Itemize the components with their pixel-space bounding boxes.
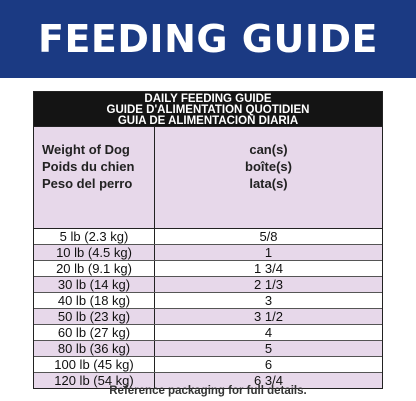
table-body: 5 lb (2.3 kg) 5/8 10 lb (4.5 kg) 1 20 lb (…	[34, 228, 382, 388]
table-title: DAILY FEEDING GUIDE GUIDE D'ALIMENTATION…	[34, 92, 382, 127]
cans-header-fr: boîte(s)	[245, 159, 292, 174]
column-headers: Weight of Dog Poids du chien Peso del pe…	[34, 126, 382, 228]
weight-cell: 60 lb (27 kg)	[34, 325, 155, 340]
table-row: 30 lb (14 kg) 2 1/3	[34, 276, 382, 292]
cans-cell: 1	[264, 245, 273, 260]
table-row: 60 lb (27 kg) 4	[34, 324, 382, 340]
weight-cell: 80 lb (36 kg)	[34, 341, 155, 356]
weight-cell: 10 lb (4.5 kg)	[34, 245, 155, 260]
cans-cell: 6	[264, 357, 273, 372]
weight-cell: 100 lb (45 kg)	[34, 357, 155, 372]
cans-header-es: lata(s)	[249, 176, 288, 191]
cans-cell: 1 3/4	[254, 261, 283, 276]
cans-cell: 2 1/3	[254, 277, 283, 292]
page-title: FEEDING GUIDE	[38, 17, 378, 61]
table-row: 100 lb (45 kg) 6	[34, 356, 382, 372]
table-row: 20 lb (9.1 kg) 1 3/4	[34, 260, 382, 276]
weight-header-fr: Poids du chien	[42, 159, 135, 174]
cans-header-en: can(s)	[249, 142, 288, 157]
weight-cell: 30 lb (14 kg)	[34, 277, 155, 292]
table-title-fr: GUIDE D'ALIMENTATION QUOTIDIEN	[106, 104, 310, 116]
weight-cell: 20 lb (9.1 kg)	[34, 261, 155, 276]
weight-header-es: Peso del perro	[42, 176, 133, 191]
feeding-table: DAILY FEEDING GUIDE GUIDE D'ALIMENTATION…	[33, 91, 383, 389]
cans-cell: 6 3/4	[254, 373, 283, 388]
cans-cell: 5/8	[259, 229, 278, 244]
cans-cell: 3	[264, 293, 273, 308]
footer-note: Reference packaging for full details.	[109, 385, 307, 397]
table-row: 120 lb (54 kg) 6 3/4	[34, 372, 382, 388]
table-row: 80 lb (36 kg) 5	[34, 340, 382, 356]
weight-cell: 40 lb (18 kg)	[34, 293, 155, 308]
weight-header-en: Weight of Dog	[42, 142, 130, 157]
cans-cell: 5	[264, 341, 273, 356]
weight-cell: 120 lb (54 kg)	[34, 373, 155, 388]
table-title-es: GUIA DE ALIMENTACION DIARIA	[117, 115, 299, 127]
table-title-en: DAILY FEEDING GUIDE	[144, 93, 272, 105]
cans-cell: 3 1/2	[254, 309, 283, 324]
table-row: 5 lb (2.3 kg) 5/8	[34, 229, 382, 244]
cans-cell: 4	[264, 325, 273, 340]
banner: FEEDING GUIDE	[0, 0, 416, 78]
weight-cell: 5 lb (2.3 kg)	[34, 229, 155, 244]
table-row: 10 lb (4.5 kg) 1	[34, 244, 382, 260]
weight-column-header: Weight of Dog Poids du chien Peso del pe…	[34, 127, 155, 228]
cans-column-header: can(s) boîte(s) lata(s)	[155, 127, 382, 228]
table-row: 50 lb (23 kg) 3 1/2	[34, 308, 382, 324]
table-row: 40 lb (18 kg) 3	[34, 292, 382, 308]
weight-cell: 50 lb (23 kg)	[34, 309, 155, 324]
